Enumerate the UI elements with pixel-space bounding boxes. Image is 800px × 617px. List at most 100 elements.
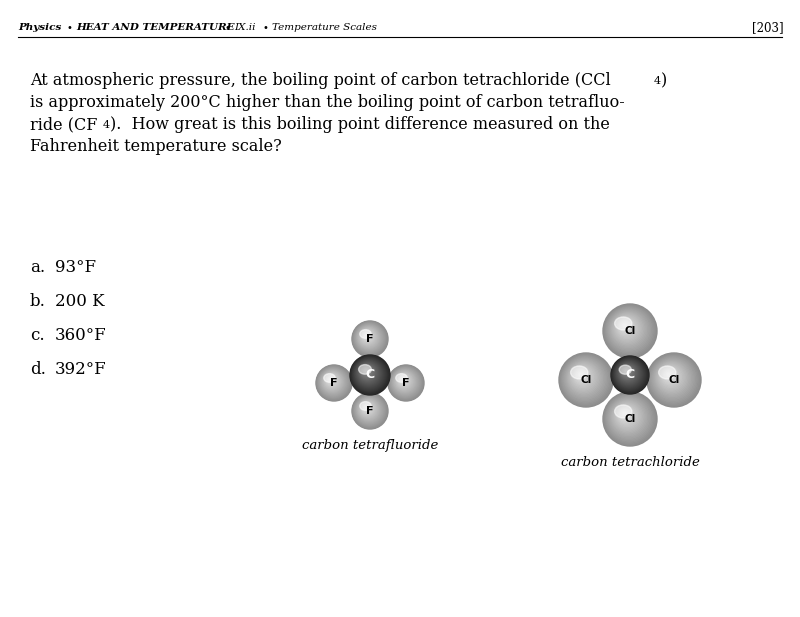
Circle shape	[621, 410, 630, 419]
Circle shape	[621, 366, 634, 379]
Circle shape	[566, 361, 602, 395]
Circle shape	[359, 400, 378, 418]
Circle shape	[614, 315, 640, 341]
Circle shape	[606, 307, 653, 354]
Circle shape	[615, 404, 639, 428]
Circle shape	[354, 359, 384, 389]
Circle shape	[353, 358, 386, 391]
Circle shape	[615, 360, 642, 387]
Circle shape	[354, 395, 386, 426]
Text: F: F	[330, 378, 338, 388]
Text: 4: 4	[654, 76, 661, 86]
Circle shape	[327, 376, 334, 384]
Circle shape	[323, 372, 342, 391]
Circle shape	[569, 363, 598, 393]
Circle shape	[317, 366, 351, 400]
Circle shape	[391, 368, 419, 396]
Circle shape	[363, 333, 370, 340]
Text: Physics: Physics	[18, 23, 62, 33]
Circle shape	[652, 358, 694, 399]
Circle shape	[319, 368, 347, 396]
Text: HEAT AND TEMPERATURE: HEAT AND TEMPERATURE	[76, 23, 234, 33]
Circle shape	[363, 368, 370, 375]
Circle shape	[613, 358, 646, 391]
Text: C: C	[366, 368, 374, 381]
Circle shape	[612, 357, 648, 393]
Circle shape	[353, 321, 387, 356]
Circle shape	[603, 304, 657, 358]
Circle shape	[364, 405, 370, 411]
Circle shape	[615, 316, 639, 340]
Circle shape	[649, 355, 698, 404]
Circle shape	[609, 398, 648, 437]
Circle shape	[330, 378, 332, 381]
Circle shape	[659, 365, 683, 389]
Circle shape	[355, 397, 383, 424]
Circle shape	[604, 305, 656, 357]
Circle shape	[625, 370, 628, 373]
Text: Cl: Cl	[580, 375, 592, 385]
Circle shape	[317, 366, 350, 399]
Circle shape	[361, 402, 375, 416]
Circle shape	[365, 405, 369, 410]
Circle shape	[326, 375, 337, 386]
Circle shape	[357, 326, 380, 349]
Circle shape	[350, 355, 389, 394]
Circle shape	[617, 318, 636, 337]
Circle shape	[618, 407, 635, 424]
Text: c.: c.	[30, 328, 45, 344]
Text: ): )	[661, 72, 667, 89]
Circle shape	[364, 333, 370, 339]
Circle shape	[362, 403, 374, 414]
Circle shape	[323, 373, 341, 390]
Circle shape	[395, 372, 414, 391]
Circle shape	[568, 362, 600, 394]
Circle shape	[351, 356, 388, 393]
Circle shape	[355, 325, 383, 352]
Circle shape	[355, 360, 382, 387]
Circle shape	[393, 370, 417, 394]
Circle shape	[616, 405, 638, 426]
Circle shape	[362, 404, 373, 413]
Text: 200 K: 200 K	[55, 294, 105, 310]
Circle shape	[366, 335, 367, 336]
Circle shape	[607, 396, 650, 439]
Circle shape	[365, 334, 369, 338]
Circle shape	[320, 369, 346, 395]
Circle shape	[324, 373, 340, 389]
Circle shape	[352, 321, 388, 357]
Circle shape	[651, 357, 694, 400]
Circle shape	[564, 358, 606, 399]
Circle shape	[318, 367, 349, 397]
Circle shape	[605, 394, 654, 444]
Circle shape	[354, 323, 386, 354]
Circle shape	[390, 367, 421, 397]
Circle shape	[610, 400, 646, 434]
Circle shape	[624, 325, 626, 327]
Circle shape	[660, 366, 682, 387]
Circle shape	[666, 372, 673, 378]
Circle shape	[612, 400, 644, 433]
Circle shape	[360, 329, 376, 345]
Circle shape	[356, 361, 382, 386]
Circle shape	[350, 355, 390, 395]
Text: a.: a.	[30, 260, 45, 276]
Circle shape	[354, 358, 386, 390]
Circle shape	[575, 370, 588, 383]
Circle shape	[359, 364, 377, 381]
Circle shape	[398, 375, 409, 386]
Circle shape	[574, 368, 591, 385]
Circle shape	[618, 363, 638, 383]
Text: 4: 4	[103, 120, 110, 130]
Circle shape	[363, 405, 370, 412]
Text: [203]: [203]	[752, 22, 784, 35]
Text: IX.ii: IX.ii	[234, 23, 255, 33]
Circle shape	[614, 360, 643, 389]
Circle shape	[654, 361, 690, 395]
Circle shape	[565, 359, 604, 398]
Circle shape	[574, 368, 590, 384]
Text: C: C	[626, 368, 634, 381]
Circle shape	[618, 363, 639, 384]
Circle shape	[616, 361, 642, 387]
Circle shape	[359, 400, 377, 418]
